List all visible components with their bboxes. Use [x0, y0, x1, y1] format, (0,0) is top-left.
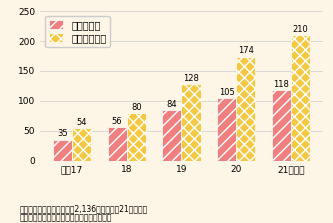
- Bar: [291, 35, 310, 161]
- Text: 54: 54: [76, 118, 87, 127]
- Bar: [272, 90, 291, 161]
- Bar: [72, 128, 91, 161]
- Text: （注）１　全国の処理場数2,136箇所（平成21年度末）: （注）１ 全国の処理場数2,136箇所（平成21年度末）: [20, 204, 148, 213]
- Text: 80: 80: [131, 103, 142, 112]
- Bar: [217, 98, 236, 161]
- Bar: [53, 140, 72, 161]
- Bar: [162, 110, 181, 161]
- Bar: [236, 57, 255, 161]
- Text: 35: 35: [57, 129, 68, 138]
- Text: 128: 128: [183, 74, 199, 83]
- Text: 84: 84: [166, 100, 177, 109]
- Text: ２　対象は複数年契約による委託事業: ２ 対象は複数年契約による委託事業: [20, 213, 113, 222]
- Text: 資料）「下水道統計（平成17～21）」より国土交通省作成: 資料）「下水道統計（平成17～21）」より国土交通省作成: [20, 222, 150, 223]
- Text: 105: 105: [219, 88, 234, 97]
- Legend: 導入団体数, 導入処理場数: 導入団体数, 導入処理場数: [45, 16, 110, 47]
- Bar: [127, 113, 146, 161]
- Text: 210: 210: [293, 25, 308, 34]
- Text: 56: 56: [112, 117, 123, 126]
- Text: 118: 118: [273, 80, 289, 89]
- Bar: [108, 127, 127, 161]
- Bar: [181, 84, 201, 161]
- Text: 174: 174: [238, 46, 254, 55]
